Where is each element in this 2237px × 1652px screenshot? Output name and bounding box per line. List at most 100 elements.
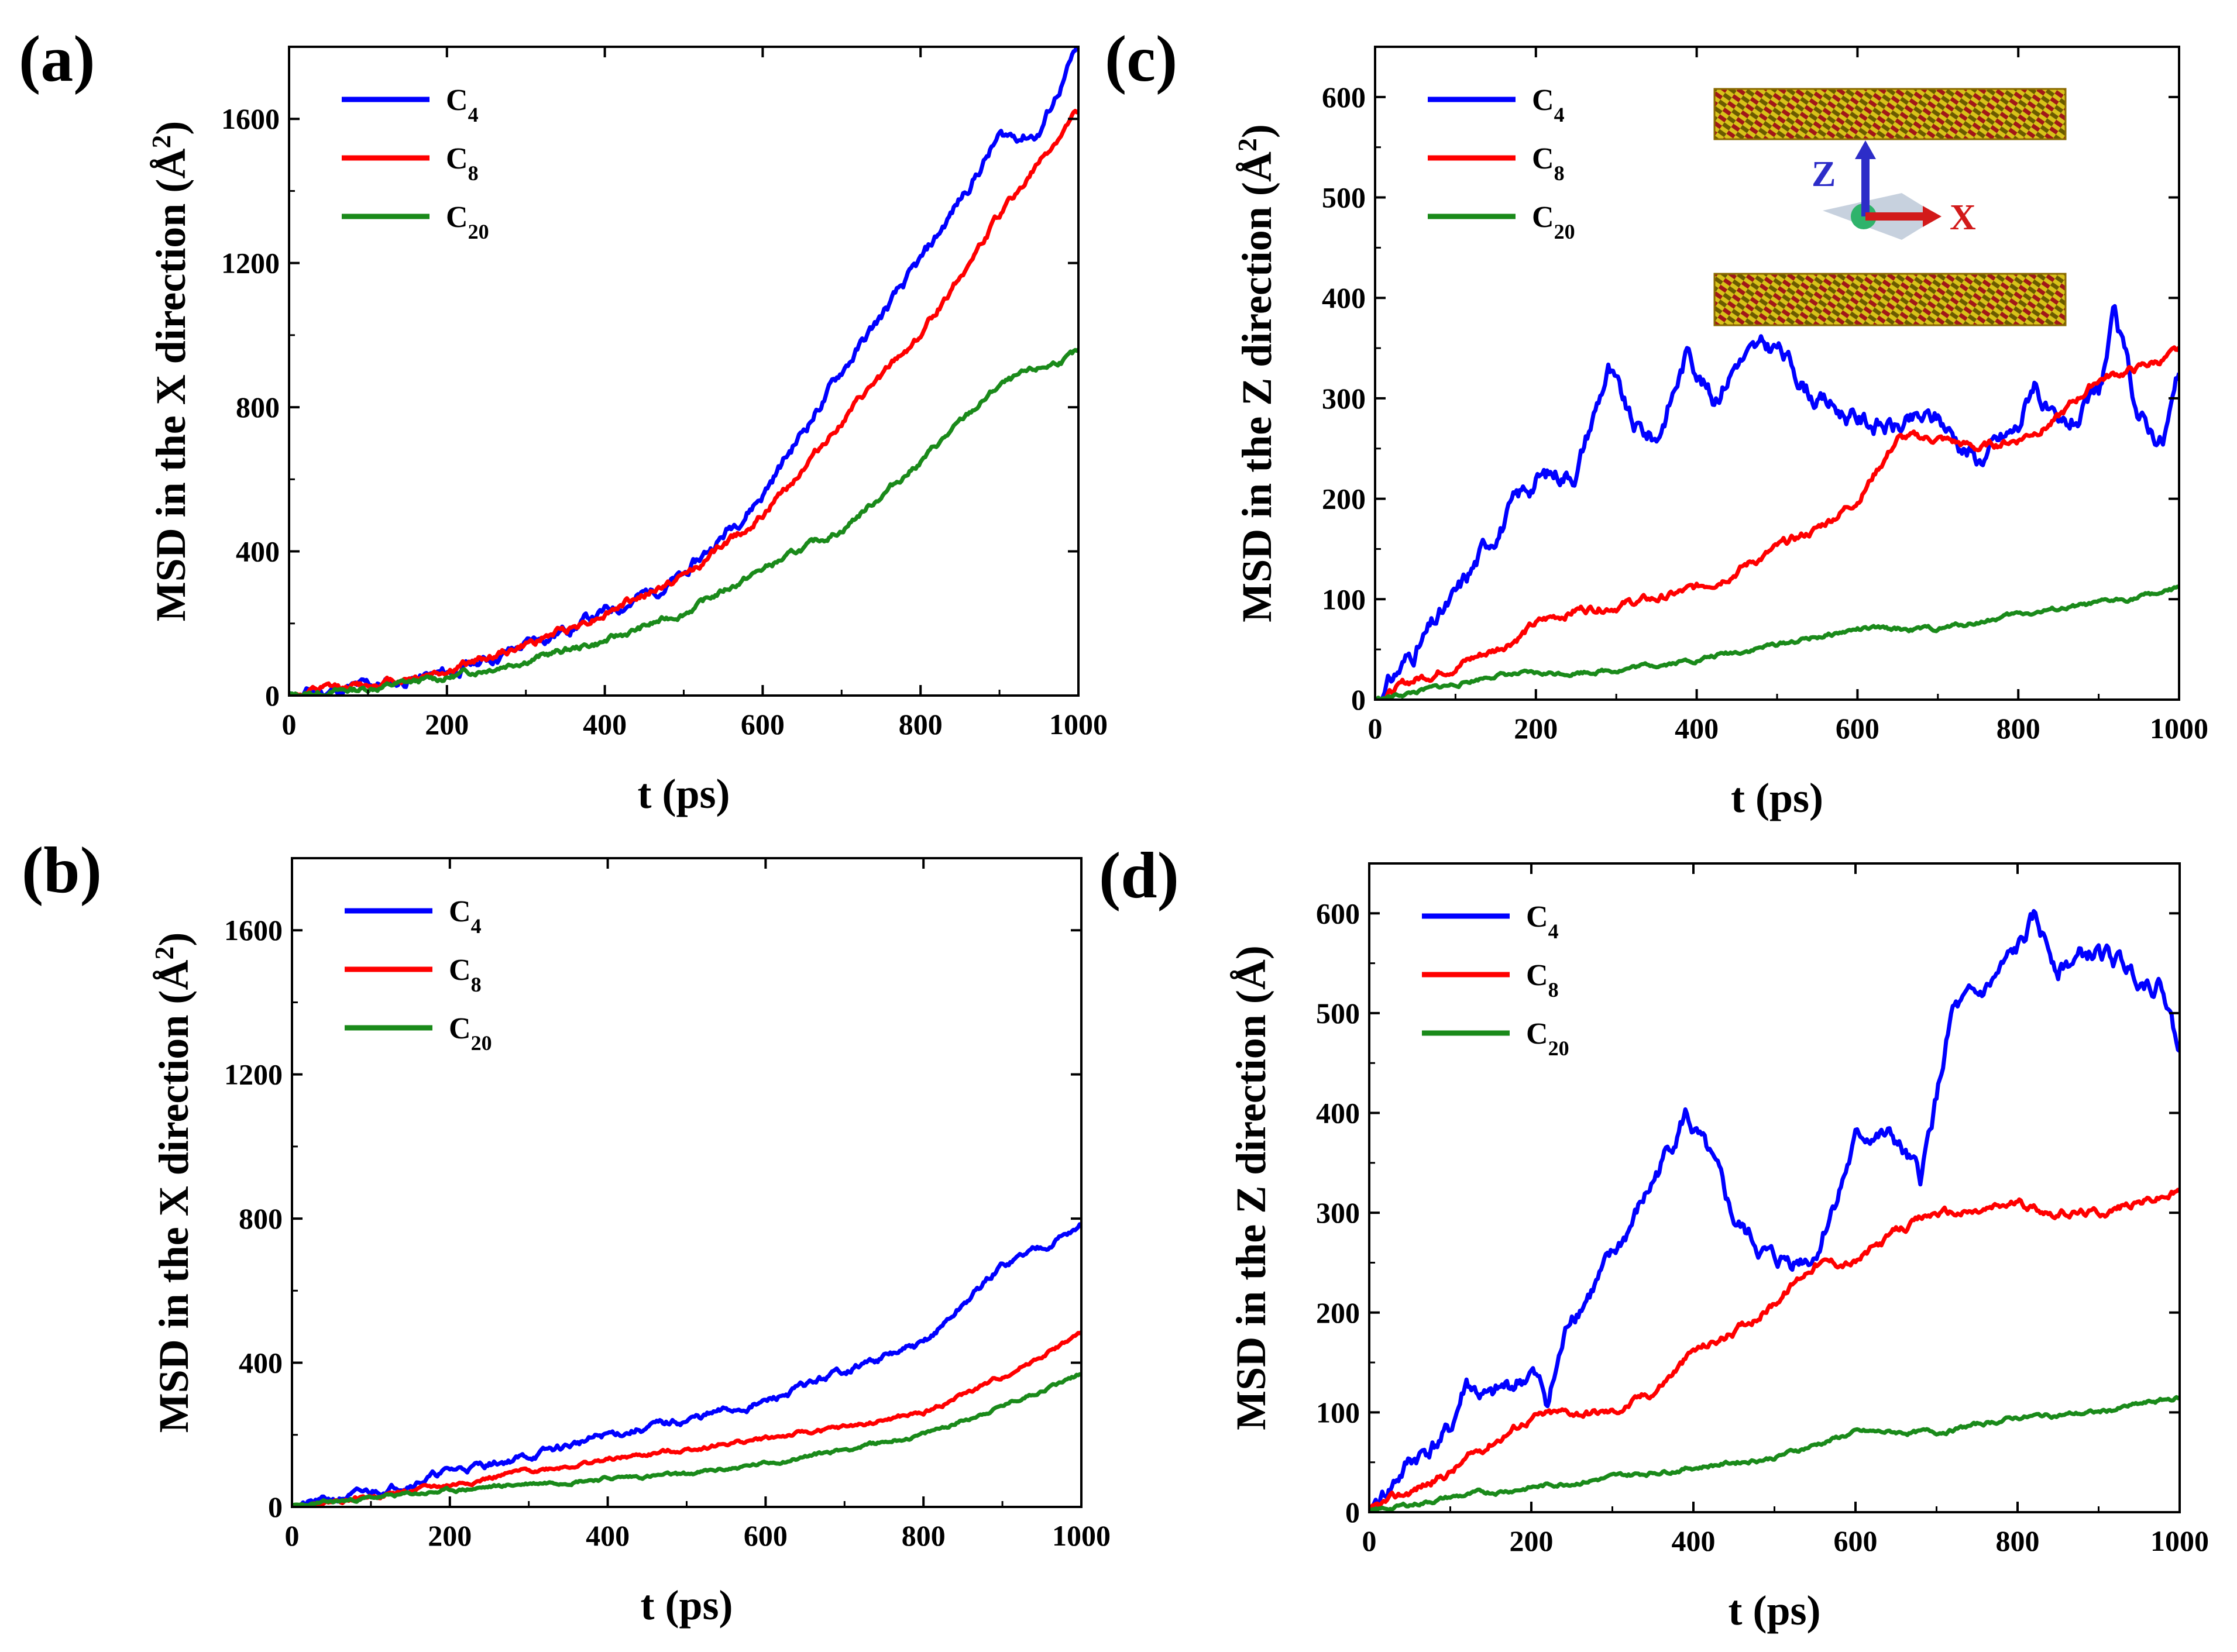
- x-tick-label: 1000: [1049, 708, 1108, 741]
- panel-label: (a): [19, 23, 95, 95]
- y-tick-label: 600: [1322, 81, 1366, 113]
- x-tick-label: 200: [425, 708, 469, 741]
- x-tick-label: 400: [586, 1519, 630, 1552]
- x-tick-label: 800: [1997, 712, 2040, 745]
- y-axis-title: MSD in the X direction (Å2): [149, 932, 198, 1433]
- x-tick-label: 400: [1675, 712, 1719, 745]
- y-tick-label: 800: [239, 1202, 283, 1235]
- series-line-C20: [292, 1372, 1081, 1507]
- series-line-C4: [289, 47, 1078, 696]
- legend-entry-C8: C8: [1526, 959, 1559, 1001]
- series-line-C20: [1375, 584, 2179, 700]
- x-tick-label: 200: [428, 1519, 472, 1552]
- y-tick-label: 400: [1322, 281, 1366, 314]
- y-tick-label: 100: [1322, 583, 1366, 615]
- series-line-C20: [289, 347, 1078, 696]
- legend: C4 C8 C20: [1422, 900, 1569, 1060]
- legend: C4 C8 C20: [342, 84, 489, 243]
- y-tick-label: 200: [1322, 483, 1366, 515]
- x-tick-label: 200: [1514, 712, 1558, 745]
- y-axis-title: MSD in the Z direction (Å2): [1232, 124, 1281, 622]
- legend: C4 C8 C20: [1428, 84, 1575, 243]
- x-arrowhead: [1923, 206, 1942, 227]
- y-tick-label: 200: [1316, 1296, 1360, 1329]
- legend-entry-C8: C8: [1532, 142, 1565, 185]
- y-tick-label: 0: [265, 679, 280, 712]
- series-line-C4: [1369, 908, 2180, 1512]
- x-tick-label: 1000: [2150, 712, 2208, 745]
- x-tick-label: 0: [1362, 1524, 1377, 1557]
- x-tick-label: 0: [1368, 712, 1383, 745]
- y-tick-label: 1200: [221, 247, 280, 280]
- y-tick-label: 400: [236, 535, 280, 568]
- slab-top: [1713, 88, 2067, 140]
- x-axis-title: t (ps): [641, 1582, 733, 1629]
- legend-entry-C4: C4: [1532, 84, 1565, 126]
- y-tick-label: 0: [1351, 683, 1366, 716]
- series-line-C20: [1369, 1395, 2180, 1512]
- x-axis-label: X: [1950, 198, 1976, 238]
- x-tick-label: 0: [285, 1519, 300, 1552]
- x-tick-label: 600: [1834, 1524, 1878, 1557]
- x-tick-label: 800: [899, 708, 943, 741]
- x-axis-title: t (ps): [1731, 775, 1823, 821]
- legend-entry-C8: C8: [449, 954, 482, 996]
- y-axis-title: MSD in the X direction (Å2): [146, 121, 195, 622]
- x-tick-label: 200: [1510, 1524, 1554, 1557]
- panel-label: (c): [1105, 23, 1177, 95]
- series-line-C4: [1375, 304, 2179, 700]
- legend-entry-C20: C20: [1526, 1017, 1569, 1060]
- x-tick-label: 0: [282, 708, 297, 741]
- x-tick-label: 800: [1996, 1524, 2040, 1557]
- y-tick-label: 1200: [224, 1058, 283, 1091]
- series-line-C8: [1375, 345, 2179, 700]
- panel-a: 0 200 400 600 800 1000 0 400 800 1200 1600 t (ps) MS…: [19, 23, 1108, 817]
- y-tick-label: 0: [268, 1491, 283, 1523]
- x-tick-label: 400: [1672, 1524, 1716, 1557]
- x-tick-label: 1000: [2150, 1524, 2209, 1557]
- legend-entry-C20: C20: [1532, 201, 1575, 243]
- plot-frame: [291, 857, 1083, 1508]
- x-tick-label: 600: [1836, 712, 1879, 745]
- y-axis-title: MSD in the Z direction (Å): [1228, 945, 1274, 1430]
- y-tick-label: 500: [1322, 181, 1366, 214]
- panel-d: 0 200 400 600 800 1000 0 100 200 300 400 500 600 t (p…: [1099, 839, 2209, 1634]
- legend-entry-C4: C4: [1526, 900, 1559, 943]
- legend-entry-C4: C4: [446, 84, 479, 126]
- z-axis-label: Z: [1812, 154, 1836, 194]
- x-tick-label: 1000: [1052, 1519, 1111, 1552]
- panel-c: 0 200 400 600 800 1000 0 100 200 300 400 500 600 t (p…: [1105, 23, 2208, 821]
- panel-label: (b): [22, 834, 102, 907]
- y-tick-label: 1600: [221, 102, 280, 135]
- panel-b: 0 200 400 600 800 1000 0 400 800 1200 1600 t (ps) MS…: [22, 834, 1111, 1629]
- inset-schematic: ZX: [1713, 88, 2067, 326]
- legend-entry-C8: C8: [446, 142, 479, 185]
- series-line-C4: [292, 1222, 1081, 1507]
- y-tick-label: 400: [239, 1347, 283, 1379]
- y-tick-label: 0: [1345, 1496, 1360, 1529]
- series-line-C8: [292, 1330, 1081, 1507]
- y-tick-label: 100: [1316, 1396, 1360, 1429]
- slab-bottom: [1713, 273, 2067, 326]
- x-axis-title: t (ps): [1729, 1587, 1821, 1634]
- z-arrowhead: [1855, 140, 1876, 159]
- y-tick-label: 800: [236, 391, 280, 424]
- y-tick-label: 300: [1316, 1196, 1360, 1229]
- x-tick-label: 600: [744, 1519, 788, 1552]
- y-tick-label: 500: [1316, 997, 1360, 1030]
- legend: C4 C8 C20: [345, 895, 492, 1055]
- y-tick-label: 300: [1322, 382, 1366, 415]
- x-tick-label: 600: [741, 708, 785, 741]
- legend-entry-C4: C4: [449, 895, 482, 938]
- y-tick-label: 400: [1316, 1097, 1360, 1130]
- plot-frame: [288, 46, 1080, 697]
- series-line-C8: [1369, 1188, 2180, 1512]
- y-tick-label: 600: [1316, 897, 1360, 930]
- legend-entry-C20: C20: [449, 1012, 492, 1055]
- x-tick-label: 400: [583, 708, 627, 741]
- legend-entry-C20: C20: [446, 201, 489, 243]
- x-tick-label: 800: [902, 1519, 946, 1552]
- x-axis-title: t (ps): [638, 770, 730, 817]
